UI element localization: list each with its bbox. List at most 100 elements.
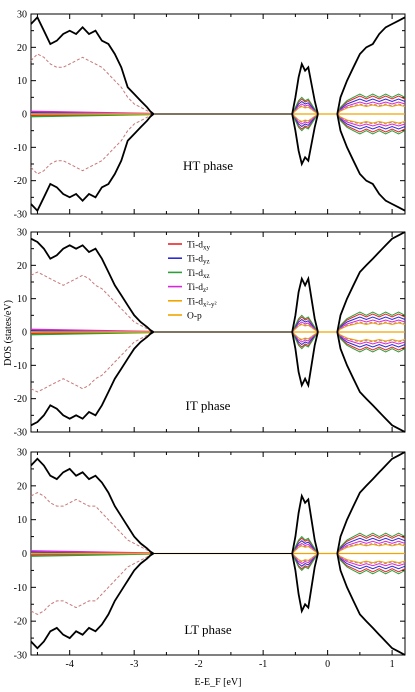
phase-label: HT phase — [183, 158, 233, 173]
op-dashed-line — [30, 271, 154, 333]
phase-label: IT phase — [186, 398, 231, 413]
total-dos-line — [336, 231, 406, 333]
y-tick-label: -10 — [14, 361, 27, 372]
y-tick-label: 10 — [17, 76, 27, 87]
cb-Ti-dyz-line — [336, 537, 406, 554]
op-dashed-line — [30, 492, 154, 554]
panel-1: 30 20 10 0 -10 -20 -30 HT phase — [14, 10, 406, 221]
y-tick-label: 10 — [17, 515, 27, 526]
cb-op-line — [291, 323, 319, 333]
valence-Ti-dxz-line — [30, 553, 151, 557]
cb-Ti-dxy-line — [336, 534, 406, 554]
cb-Ti-dyz-line — [291, 331, 319, 346]
y-tick-label: 20 — [17, 43, 27, 54]
x-axis-label: E-E_F [eV] — [195, 677, 242, 688]
total-dos-line — [291, 493, 319, 554]
cb-Ti-dyz-line — [291, 553, 319, 567]
cb-Ti-dxy-line — [336, 553, 406, 573]
cb-Ti-dz2-line — [336, 540, 406, 554]
valence-Ti-dxz-line — [30, 113, 151, 118]
total-dos-line — [336, 113, 406, 212]
cb-Ti-dxz-line — [336, 532, 406, 554]
cb-Ti-dyz-line — [336, 553, 406, 570]
cb-Ti-dxz-line — [291, 331, 319, 350]
cb-Ti-dxy-line — [336, 95, 406, 115]
cb-Ti-dyz-line — [291, 318, 319, 333]
cb-Ti-dz2-line — [336, 101, 406, 115]
phase-label: LT phase — [184, 622, 232, 637]
cb-Ti-dxy-line — [336, 113, 406, 133]
cb-op-line — [291, 331, 319, 341]
cb-Ti-dxy-line — [336, 313, 406, 333]
valence-Ti-dz2-line — [30, 110, 151, 115]
cb-Ti-dx2-y2-line — [336, 543, 406, 554]
op-dashed-line — [30, 331, 154, 393]
cb-Ti-dxz-line — [336, 113, 406, 135]
valence-Ti-dxz-line — [30, 331, 151, 336]
y-tick-label: 30 — [17, 10, 27, 21]
cb-Ti-dxz-line — [291, 535, 319, 554]
total-dos-line — [291, 331, 319, 389]
cb-op-line — [291, 544, 319, 554]
cb-Ti-dyz-line — [336, 98, 406, 115]
cb-Ti-dx2-y2-line — [336, 113, 406, 124]
cb-Ti-dz2-line — [291, 553, 319, 565]
cb-Ti-dxy-line — [336, 331, 406, 351]
cb-op-line — [291, 113, 319, 123]
cb-op-line — [291, 105, 319, 115]
y-tick-label: 0 — [22, 549, 27, 560]
op-dashed-line — [30, 553, 154, 615]
panel-2: 30 20 10 0 -10 -20 -30 IT phase — [14, 228, 406, 439]
y-tick-label: -10 — [14, 583, 27, 594]
cb-Ti-dyz-line — [291, 540, 319, 554]
y-tick-label: 0 — [22, 328, 27, 339]
x-tick-label: 0 — [325, 659, 330, 670]
y-tick-label: 20 — [17, 261, 27, 272]
y-tick-label: -20 — [14, 617, 27, 628]
cb-op-line — [336, 321, 406, 333]
cb-Ti-dxz-line — [291, 553, 319, 572]
cb-Ti-dz2-line — [291, 103, 319, 115]
total-dos-line — [336, 553, 406, 656]
cb-op-line — [336, 331, 406, 343]
legend: Ti-dxy Ti-dyz Ti-dxz Ti-dz² Ti-dx²-y² O-p — [168, 241, 217, 322]
total-dos-line — [291, 61, 319, 115]
x-tick-label: -2 — [194, 659, 202, 670]
total-dos-line — [291, 553, 319, 614]
y-tick-label: 30 — [17, 448, 27, 459]
op-dashed-line — [30, 113, 154, 175]
op-dashed-line — [30, 53, 154, 115]
cb-Ti-dz2-line — [336, 319, 406, 333]
legend-label-dyz: Ti-dyz — [187, 255, 210, 266]
total-dos-line — [30, 552, 154, 650]
legend-label-op: O-p — [187, 312, 202, 322]
cb-Ti-dxz-line — [336, 93, 406, 115]
legend-label-dxy: Ti-dxy — [187, 241, 211, 252]
y-tick-label: 20 — [17, 481, 27, 492]
x-tick-label: -3 — [130, 659, 138, 670]
cb-Ti-dxz-line — [291, 96, 319, 115]
cb-Ti-dz2-line — [336, 331, 406, 345]
x-tick-label: 1 — [390, 659, 395, 670]
cb-Ti-dz2-line — [291, 321, 319, 333]
cb-Ti-dyz-line — [291, 100, 319, 115]
cb-Ti-dz2-line — [336, 553, 406, 567]
cb-op-line — [336, 103, 406, 115]
cb-Ti-dx2-y2-line — [336, 553, 406, 564]
legend-label-dz2: Ti-dz² — [187, 283, 208, 294]
y-tick-label: 10 — [17, 294, 27, 305]
cb-Ti-dx2-y2-line — [336, 322, 406, 333]
y-tick-label: -30 — [14, 210, 27, 221]
x-tick-label: -4 — [66, 659, 74, 670]
cb-Ti-dx2-y2-line — [336, 331, 406, 342]
total-dos-line — [291, 113, 319, 167]
y-tick-label: -10 — [14, 143, 27, 154]
cb-Ti-dx2-y2-line — [336, 104, 406, 115]
total-dos-line — [336, 451, 406, 554]
cb-Ti-dxz-line — [336, 553, 406, 575]
total-dos-line — [291, 275, 319, 333]
total-dos-line — [30, 113, 155, 213]
x-tick-label: -1 — [259, 659, 267, 670]
cb-Ti-dxz-line — [291, 113, 319, 132]
